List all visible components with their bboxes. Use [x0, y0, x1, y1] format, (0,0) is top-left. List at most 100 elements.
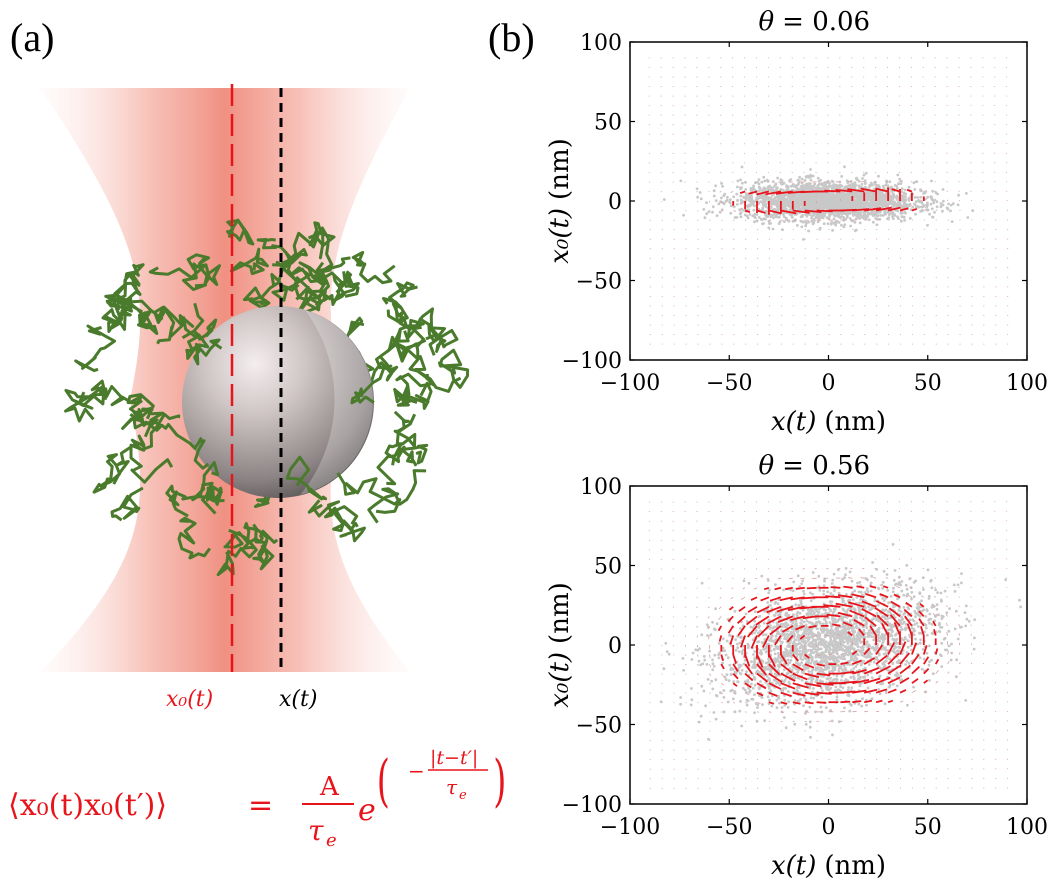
data-point [857, 601, 861, 605]
data-point [870, 181, 873, 185]
data-point [837, 720, 841, 724]
data-point [890, 198, 893, 202]
data-point [927, 644, 931, 648]
flow-arrow [748, 190, 758, 195]
data-point [827, 217, 831, 221]
data-point [865, 626, 869, 630]
flow-arrow [730, 191, 734, 193]
data-point [946, 207, 950, 211]
data-point [785, 218, 788, 221]
data-point [807, 677, 811, 681]
data-point [852, 598, 855, 601]
chart-title: θ = 0.06 [759, 7, 871, 37]
data-point [831, 228, 834, 232]
data-point [942, 199, 945, 203]
flow-arrow [768, 209, 782, 215]
data-point [781, 189, 785, 193]
data-point [848, 663, 852, 667]
flow-arrow [971, 209, 973, 211]
data-point [897, 609, 901, 612]
data-point [832, 217, 836, 221]
data-point [891, 215, 894, 218]
data-point [796, 574, 800, 578]
data-point [786, 623, 790, 627]
data-point [858, 195, 861, 199]
data-point [909, 208, 913, 212]
data-point [903, 188, 907, 192]
data-point [865, 703, 868, 707]
data-point [738, 641, 742, 645]
data-point [839, 216, 842, 220]
data-point [736, 635, 739, 638]
data-point [750, 196, 753, 200]
data-point [871, 214, 875, 218]
polymer-chain [178, 314, 198, 360]
data-point [844, 185, 847, 189]
data-point [859, 211, 863, 214]
data-point [933, 211, 936, 214]
data-point [753, 220, 756, 224]
data-point [851, 206, 855, 209]
data-point [899, 610, 903, 613]
data-point [774, 634, 778, 638]
data-point [768, 184, 771, 188]
data-point [792, 185, 796, 188]
polymer-chain [271, 276, 326, 312]
data-point [712, 627, 716, 631]
polymer-chain [92, 453, 122, 494]
data-point [721, 201, 725, 205]
x-label: x(t) [279, 687, 317, 712]
data-point [874, 205, 877, 209]
data-point [932, 201, 936, 205]
x-tick-label: −100 [600, 371, 660, 396]
data-point [906, 592, 909, 596]
data-point [830, 200, 834, 204]
data-point [919, 195, 923, 199]
data-point [799, 219, 803, 223]
flow-arrow [1006, 190, 1008, 192]
data-point [800, 225, 804, 229]
flow-arrow [804, 209, 822, 213]
data-point [751, 626, 755, 629]
data-point [696, 195, 699, 199]
polymer-chain [256, 238, 308, 265]
polymer-chain [351, 250, 396, 285]
data-point [916, 205, 920, 208]
flow-arrow [970, 190, 972, 192]
data-point [699, 197, 703, 201]
data-point [712, 189, 716, 193]
data-point [856, 581, 859, 585]
data-point [776, 176, 779, 180]
data-point [877, 198, 881, 202]
data-point [886, 211, 890, 214]
data-point [709, 633, 713, 637]
data-point [913, 188, 917, 191]
polymer-chain [285, 455, 328, 501]
title-symbol: θ [759, 451, 775, 481]
data-point [843, 706, 846, 710]
polymer-chain [387, 329, 410, 363]
data-point [820, 710, 824, 714]
data-point [919, 631, 923, 635]
data-point [786, 185, 790, 189]
data-point [908, 217, 912, 220]
data-point [858, 580, 862, 584]
data-point [746, 216, 750, 220]
polymer-chain [148, 253, 211, 279]
data-point [834, 200, 837, 204]
data-point [879, 202, 883, 206]
title-value: = 0.06 [782, 7, 870, 37]
data-point [956, 203, 960, 207]
data-point [877, 202, 881, 206]
data-point [702, 655, 706, 658]
data-point [902, 620, 906, 624]
data-point [895, 198, 899, 201]
data-point [819, 686, 823, 690]
data-point [788, 661, 791, 664]
data-point [913, 203, 917, 206]
data-point [786, 658, 790, 662]
data-point [777, 222, 781, 226]
data-point [834, 205, 837, 209]
data-point [740, 186, 743, 190]
data-point [957, 193, 960, 197]
